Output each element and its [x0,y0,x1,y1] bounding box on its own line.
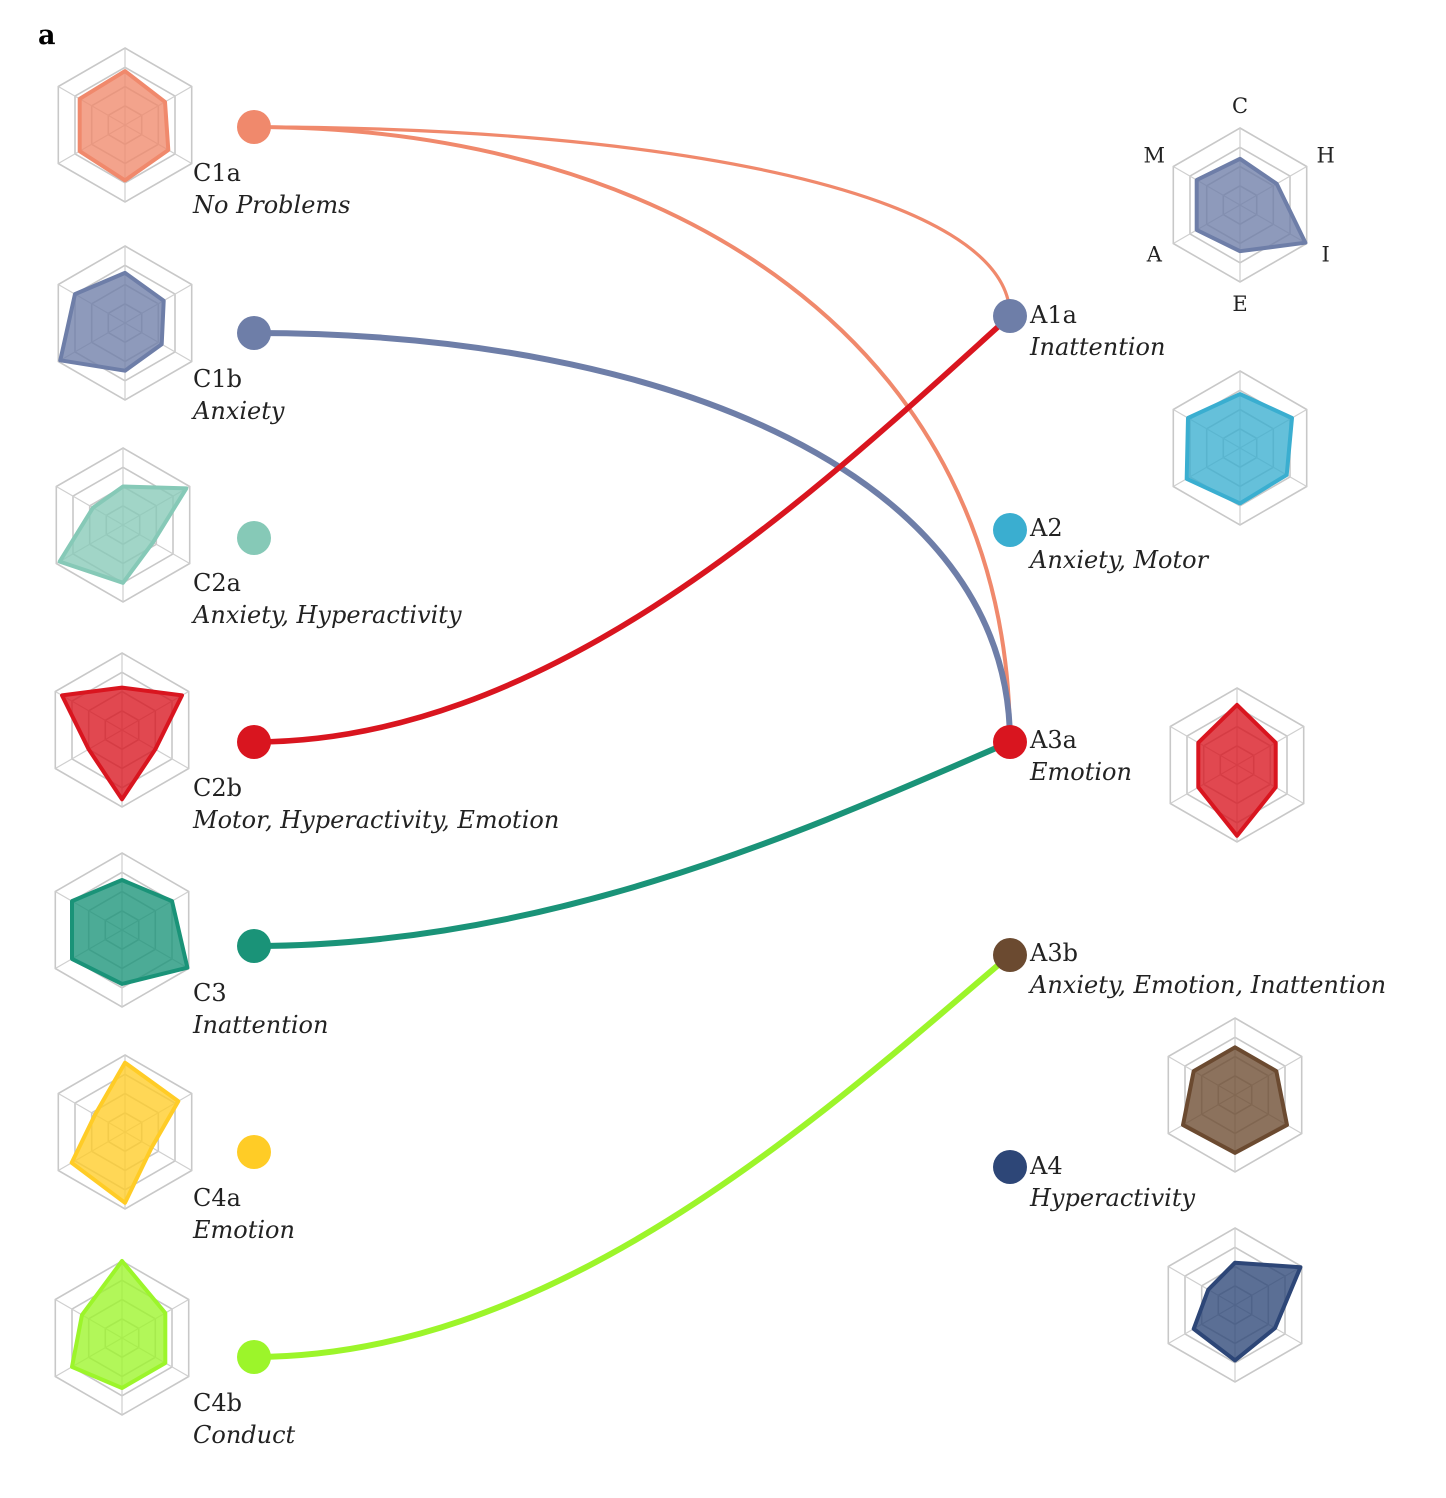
cluster-code-label: C1b [193,365,242,393]
radar-profile-shape [1196,702,1278,838]
radar-charts-layer: C H I E A M [54,47,1335,1416]
cluster-code-label: A3b [1029,939,1078,967]
radar-chart-c1b [57,245,193,401]
cluster-code-label: A2 [1029,514,1063,542]
radar-axis-letter: M [1144,144,1166,168]
radar-profile-shape [1181,1045,1289,1155]
cluster-code-label: C2b [193,774,242,802]
connection-c4b-a3b [251,952,1013,1360]
cluster-description-label: Anxiety, Hyperactivity [191,601,462,629]
radar-axis-letter: A [1146,243,1163,267]
cluster-code-label: A3a [1029,726,1077,754]
connections-layer [251,125,1013,1360]
connection-c1b-a3a [251,330,1013,745]
node-c2b [237,725,271,759]
radar-chart-c4b [54,1259,190,1416]
node-c4a [237,1135,271,1169]
cluster-description-label: Emotion [192,1216,295,1244]
radar-chart-a3a [1169,687,1305,843]
node-c1a [237,110,271,144]
nodes-layer [237,110,1027,1374]
radar-axis-letter: C [1232,94,1248,118]
radar-profile-shape [1184,392,1294,506]
radar-profile-shape [57,484,189,585]
cluster-description-label: Motor, Hyperactivity, Emotion [192,806,559,834]
cluster-description-label: Hyperactivity [1029,1184,1195,1212]
radar-chart-c3 [54,852,190,1008]
cluster-description-label: Anxiety [191,397,285,425]
radar-profile-shape [58,270,166,373]
cluster-description-label: Inattention [192,1011,328,1039]
connection-c1a-a1a [252,125,1012,318]
radar-chart-c2a [55,447,191,603]
radar-axis-letter: E [1232,292,1247,316]
radar-profile-shape [70,1259,168,1390]
radar-axis-letter: I [1322,243,1330,267]
cluster-code-label: C1a [193,159,241,187]
node-c1b [237,316,271,350]
radar-chart-a3b [1167,1017,1303,1173]
cluster-description-label: No Problems [192,191,350,219]
labels-layer: C1a No Problems C1b Anxiety C2a Anxiety, Hype… [191,159,1386,1449]
connection-c1a-a3a [252,125,1012,744]
radar-profile-shape [70,878,190,986]
cluster-code-label: C4a [193,1184,241,1212]
node-c2a [237,521,271,555]
connection-c3-a3a [251,739,1013,949]
cluster-description-label: Conduct [193,1421,296,1449]
node-c3 [237,929,271,963]
radar-profile-shape [1191,1260,1303,1363]
radar-profile-shape [77,69,171,183]
cluster-code-label: C2a [193,569,241,597]
cluster-code-label: A1a [1029,301,1077,329]
node-a4 [993,1150,1027,1184]
radar-axis-letter: H [1317,144,1335,168]
cluster-code-label: A4 [1029,1152,1063,1180]
radar-chart-c2b [54,652,190,808]
cluster-description-label: Anxiety, Emotion, Inattention [1028,971,1386,999]
radar-chart-a2 [1172,370,1308,526]
node-a3b [993,938,1027,972]
connection-c2b-a1a [251,313,1013,745]
cluster-code-label: C3 [193,979,227,1007]
cluster-code-label: C4b [193,1389,242,1417]
node-c4b [237,1340,271,1374]
radar-chart-a4 [1167,1227,1303,1383]
node-a1a [993,299,1027,333]
panel-label: a [38,20,56,51]
radar-chart-c1a [57,47,193,203]
cluster-description-label: Inattention [1029,333,1165,361]
node-a2 [993,513,1027,547]
radar-profile-shape [69,1060,181,1205]
cluster-description-label: Emotion [1029,758,1132,786]
node-a3a [993,725,1027,759]
radar-chart-a1a: C H I E A M [1144,94,1335,316]
radar-profile-shape [1194,156,1308,254]
radar-profile-shape [60,685,184,802]
cluster-description-label: Anxiety, Motor [1028,546,1210,574]
radar-chart-c4a [57,1054,193,1210]
